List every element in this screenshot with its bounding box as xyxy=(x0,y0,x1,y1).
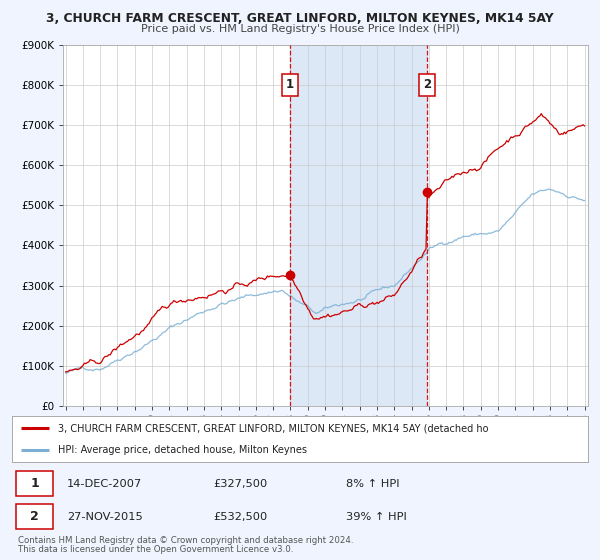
Text: £327,500: £327,500 xyxy=(214,479,268,488)
Text: Price paid vs. HM Land Registry's House Price Index (HPI): Price paid vs. HM Land Registry's House … xyxy=(140,24,460,34)
Text: £532,500: £532,500 xyxy=(214,512,268,521)
Text: 2: 2 xyxy=(423,78,431,91)
Text: 3, CHURCH FARM CRESCENT, GREAT LINFORD, MILTON KEYNES, MK14 5AY: 3, CHURCH FARM CRESCENT, GREAT LINFORD, … xyxy=(46,12,554,25)
Bar xyxy=(290,45,427,406)
Text: 1: 1 xyxy=(31,477,39,490)
FancyBboxPatch shape xyxy=(16,470,53,497)
Text: 1: 1 xyxy=(286,78,294,91)
Text: HPI: Average price, detached house, Milton Keynes: HPI: Average price, detached house, Milt… xyxy=(58,445,307,455)
Text: 39% ↑ HPI: 39% ↑ HPI xyxy=(346,512,407,521)
FancyBboxPatch shape xyxy=(16,503,53,530)
Text: Contains HM Land Registry data © Crown copyright and database right 2024.: Contains HM Land Registry data © Crown c… xyxy=(18,536,353,545)
Text: This data is licensed under the Open Government Licence v3.0.: This data is licensed under the Open Gov… xyxy=(18,545,293,554)
Text: 27-NOV-2015: 27-NOV-2015 xyxy=(67,512,142,521)
Text: 14-DEC-2007: 14-DEC-2007 xyxy=(67,479,142,488)
Text: 2: 2 xyxy=(31,510,39,523)
Text: 8% ↑ HPI: 8% ↑ HPI xyxy=(346,479,400,488)
Text: 3, CHURCH FARM CRESCENT, GREAT LINFORD, MILTON KEYNES, MK14 5AY (detached ho: 3, CHURCH FARM CRESCENT, GREAT LINFORD, … xyxy=(58,423,488,433)
